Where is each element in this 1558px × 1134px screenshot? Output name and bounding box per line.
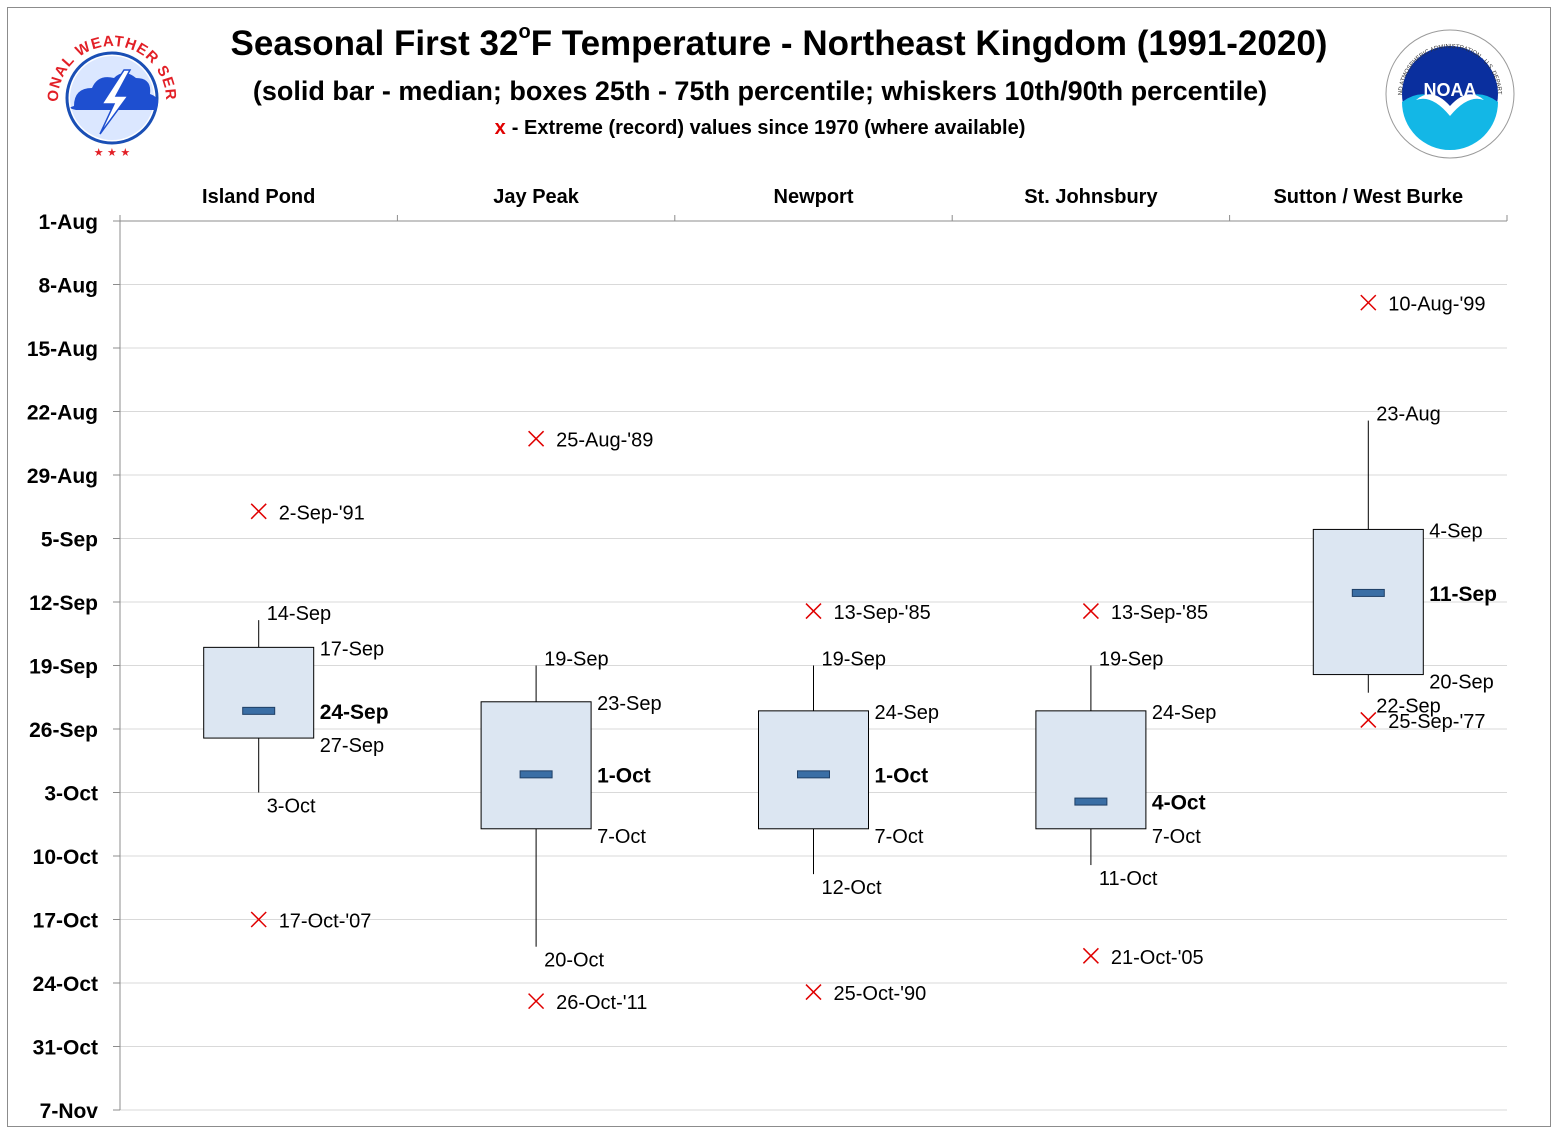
nws-logo-icon: NATIONAL WEATHER SERVICE ★ ★ ★ xyxy=(38,15,178,159)
y-tick-label: 17-Oct xyxy=(33,910,98,933)
y-tick-label: 19-Sep xyxy=(29,656,98,679)
median-label: 24-Sep xyxy=(320,701,389,724)
p25-label: 17-Sep xyxy=(320,638,385,660)
p90-label: 22-Sep xyxy=(1376,696,1441,718)
extreme-marker-legend: x xyxy=(494,117,506,139)
median-label: 1-Oct xyxy=(875,764,929,787)
extreme-label: 2-Sep-'91 xyxy=(279,502,365,524)
p90-label: 11-Oct xyxy=(1099,868,1158,890)
extreme-marker xyxy=(1360,711,1377,728)
y-tick-label: 1-Aug xyxy=(39,211,99,234)
y-tick-label: 15-Aug xyxy=(27,338,98,361)
y-tick-label: 26-Sep xyxy=(29,719,98,742)
chart-subtitle: (solid bar - median; boxes 25th - 75th p… xyxy=(252,76,1268,106)
y-tick-label: 3-Oct xyxy=(44,783,98,806)
category-label: Newport xyxy=(774,186,854,208)
extreme-marker xyxy=(805,603,822,620)
iqr-box xyxy=(480,701,592,830)
noaa-logo-icon: NOAA NATIONAL OCEANIC AND ATMOSPHERIC AD… xyxy=(1378,20,1515,159)
iqr-box xyxy=(758,710,869,830)
median-label: 4-Oct xyxy=(1152,792,1206,815)
median-bar xyxy=(1074,797,1108,806)
p10-label: 23-Aug xyxy=(1376,404,1441,426)
y-tick-label: 22-Aug xyxy=(27,402,98,425)
category-label: Island Pond xyxy=(202,186,315,208)
extreme-marker xyxy=(1360,294,1377,311)
extreme-marker xyxy=(250,503,267,520)
p10-label: 19-Sep xyxy=(1099,649,1164,671)
extreme-marker xyxy=(528,430,545,447)
median-bar xyxy=(1351,588,1385,597)
p75-label: 7-Oct xyxy=(597,826,646,848)
extreme-note-text: - Extreme (record) values since 1970 (wh… xyxy=(511,117,1026,139)
p90-label: 3-Oct xyxy=(267,796,316,818)
extreme-label: 21-Oct-'05 xyxy=(1111,947,1204,969)
p25-label: 23-Sep xyxy=(597,693,662,715)
extreme-label: 13-Sep-'85 xyxy=(834,602,931,624)
extreme-label: 17-Oct-'07 xyxy=(279,911,372,933)
extreme-note: x- Extreme (record) values since 1970 (w… xyxy=(0,117,1520,140)
extreme-label: 25-Sep-'77 xyxy=(1388,711,1485,733)
p25-label: 4-Sep xyxy=(1429,520,1482,542)
extreme-marker xyxy=(1082,603,1099,620)
median-label: 11-Sep xyxy=(1429,583,1497,606)
p75-label: 20-Sep xyxy=(1429,672,1494,694)
p90-label: 20-Oct xyxy=(544,950,604,972)
y-tick-label: 5-Sep xyxy=(41,529,98,552)
iqr-box xyxy=(1312,528,1424,676)
extreme-label: 10-Aug-'99 xyxy=(1388,294,1485,316)
extreme-marker xyxy=(1082,947,1099,964)
chart-frame xyxy=(7,7,1551,1127)
p10-label: 14-Sep xyxy=(267,603,332,625)
median-bar xyxy=(519,770,553,779)
iqr-box xyxy=(1035,710,1147,830)
y-tick-label: 8-Aug xyxy=(39,275,99,298)
category-label: Jay Peak xyxy=(493,186,580,208)
y-tick-label: 29-Aug xyxy=(27,465,98,488)
svg-text:★ ★ ★: ★ ★ ★ xyxy=(94,146,131,159)
p25-label: 24-Sep xyxy=(1152,702,1217,724)
extreme-marker xyxy=(528,993,545,1010)
median-bar xyxy=(242,706,276,715)
extreme-label: 26-Oct-'11 xyxy=(556,992,647,1014)
median-label: 1-Oct xyxy=(597,764,651,787)
extreme-label: 25-Oct-'90 xyxy=(834,983,927,1005)
category-label: St. Johnsbury xyxy=(1024,186,1158,208)
y-tick-label: 24-Oct xyxy=(33,973,98,996)
noaa-center-text: NOAA xyxy=(1424,80,1477,100)
y-tick-label: 31-Oct xyxy=(33,1037,98,1060)
y-tick-label: 10-Oct xyxy=(33,846,98,869)
category-label: Sutton / West Burke xyxy=(1273,186,1463,208)
iqr-box xyxy=(203,646,315,739)
extreme-label: 13-Sep-'85 xyxy=(1111,602,1208,624)
extreme-marker xyxy=(250,911,267,928)
noaa-logo: NOAA NATIONAL OCEANIC AND ATMOSPHERIC AD… xyxy=(1378,20,1520,164)
extreme-label: 25-Aug-'89 xyxy=(556,430,653,452)
p75-label: 7-Oct xyxy=(1152,826,1201,848)
p75-label: 27-Sep xyxy=(320,735,385,757)
extreme-marker xyxy=(805,984,822,1001)
y-tick-label: 7-Nov xyxy=(40,1100,99,1123)
nws-logo: NATIONAL WEATHER SERVICE ★ ★ ★ xyxy=(38,15,180,164)
median-bar xyxy=(797,770,830,779)
p90-label: 12-Oct xyxy=(822,877,882,899)
p10-label: 19-Sep xyxy=(822,649,887,671)
chart-title: Seasonal First 32oF Temperature - Northe… xyxy=(230,21,1328,63)
p25-label: 24-Sep xyxy=(875,702,940,724)
y-tick-label: 12-Sep xyxy=(29,592,98,615)
p75-label: 7-Oct xyxy=(875,826,924,848)
p10-label: 19-Sep xyxy=(544,649,609,671)
